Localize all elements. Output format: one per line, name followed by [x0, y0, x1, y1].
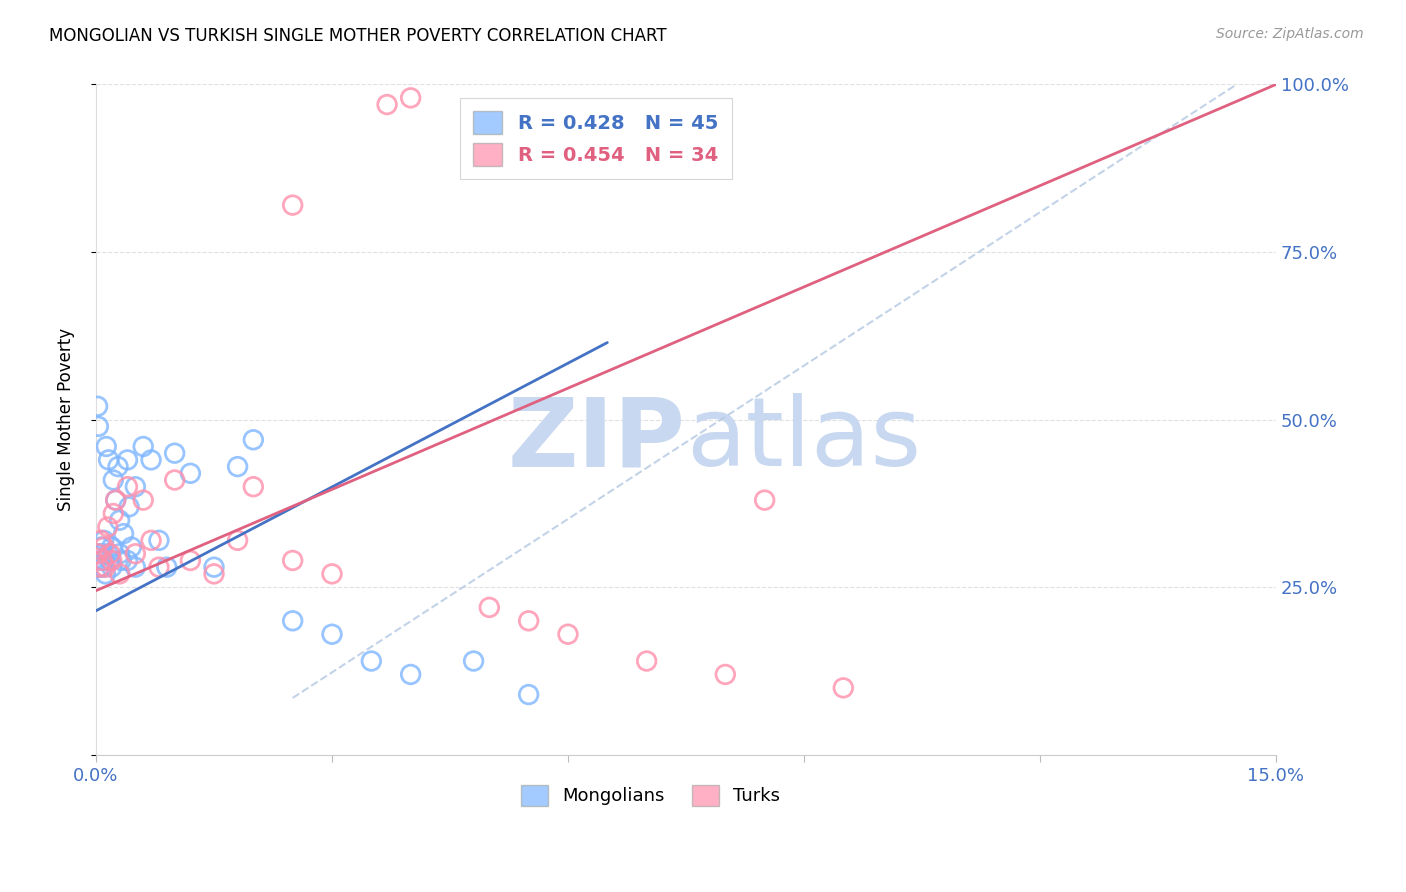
- Point: [112, 526, 135, 541]
- Text: atlas: atlas: [686, 393, 921, 486]
- Point: [96, 440, 118, 454]
- Point: [281, 198, 304, 212]
- Point: [281, 553, 304, 567]
- Point: [97, 453, 120, 467]
- Point: [375, 97, 398, 112]
- Point: [93, 553, 115, 567]
- Point: [100, 560, 122, 574]
- Point: [148, 533, 170, 548]
- Point: [108, 547, 131, 561]
- Text: Source: ZipAtlas.com: Source: ZipAtlas.com: [1216, 27, 1364, 41]
- Text: MONGOLIAN VS TURKISH SINGLE MOTHER POVERTY CORRELATION CHART: MONGOLIAN VS TURKISH SINGLE MOTHER POVER…: [49, 27, 666, 45]
- Point: [832, 681, 855, 695]
- Point: [179, 553, 201, 567]
- Point: [97, 520, 120, 534]
- Point: [132, 493, 155, 508]
- Point: [517, 614, 540, 628]
- Point: [517, 688, 540, 702]
- Point: [90, 553, 112, 567]
- Point: [399, 667, 422, 681]
- Point: [148, 560, 170, 574]
- Point: [104, 493, 127, 508]
- Point: [98, 547, 121, 561]
- Point: [242, 480, 264, 494]
- Point: [87, 419, 110, 434]
- Point: [636, 654, 658, 668]
- Point: [242, 433, 264, 447]
- Point: [139, 533, 162, 548]
- Point: [104, 493, 127, 508]
- Point: [90, 540, 112, 554]
- Point: [179, 467, 201, 481]
- Point: [156, 560, 179, 574]
- Point: [89, 560, 111, 574]
- Point: [132, 440, 155, 454]
- Point: [226, 533, 249, 548]
- Point: [120, 540, 142, 554]
- Point: [100, 540, 122, 554]
- Point: [163, 473, 186, 487]
- Point: [124, 547, 146, 561]
- Point: [93, 533, 115, 548]
- Point: [478, 600, 501, 615]
- Point: [202, 560, 225, 574]
- Point: [110, 553, 132, 567]
- Point: [91, 560, 114, 574]
- Point: [98, 553, 121, 567]
- Point: [94, 560, 117, 574]
- Point: [100, 553, 122, 567]
- Point: [226, 459, 249, 474]
- Point: [281, 614, 304, 628]
- Point: [90, 533, 112, 548]
- Point: [91, 547, 114, 561]
- Point: [117, 453, 139, 467]
- Point: [118, 500, 141, 514]
- Legend: Mongolians, Turks: Mongolians, Turks: [513, 778, 787, 813]
- Point: [103, 473, 125, 487]
- Point: [163, 446, 186, 460]
- Point: [91, 553, 114, 567]
- Point: [463, 654, 485, 668]
- Point: [117, 480, 139, 494]
- Point: [124, 560, 146, 574]
- Y-axis label: Single Mother Poverty: Single Mother Poverty: [58, 328, 75, 511]
- Point: [86, 547, 108, 561]
- Point: [108, 513, 131, 527]
- Point: [124, 480, 146, 494]
- Point: [86, 399, 108, 413]
- Text: ZIP: ZIP: [508, 393, 686, 486]
- Point: [754, 493, 776, 508]
- Point: [108, 566, 131, 581]
- Point: [139, 453, 162, 467]
- Point: [94, 566, 117, 581]
- Point: [117, 553, 139, 567]
- Point: [93, 540, 115, 554]
- Point: [360, 654, 382, 668]
- Point: [107, 459, 129, 474]
- Point: [321, 627, 343, 641]
- Point: [557, 627, 579, 641]
- Point: [714, 667, 737, 681]
- Point: [202, 566, 225, 581]
- Point: [89, 547, 111, 561]
- Point: [103, 507, 125, 521]
- Point: [89, 560, 111, 574]
- Point: [97, 547, 120, 561]
- Point: [321, 566, 343, 581]
- Point: [399, 91, 422, 105]
